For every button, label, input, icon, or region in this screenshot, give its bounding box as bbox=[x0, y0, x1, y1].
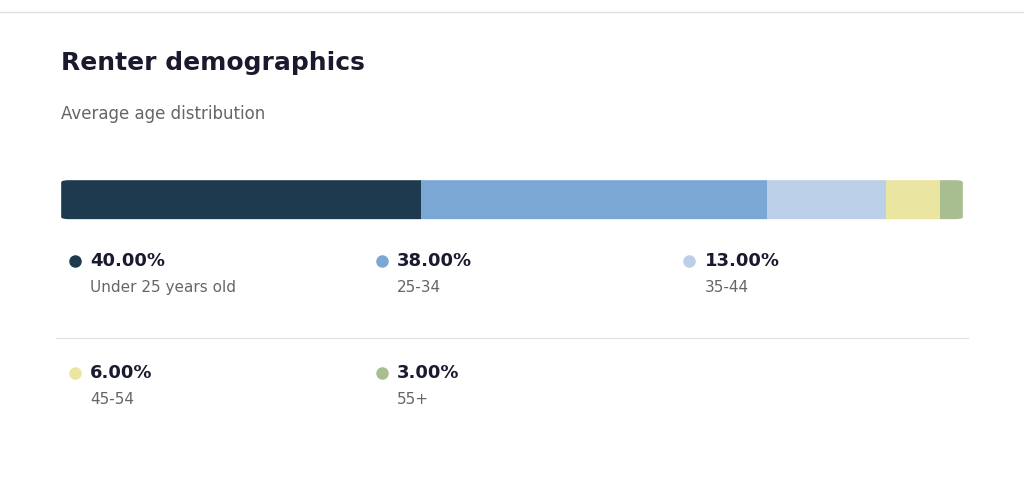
FancyBboxPatch shape bbox=[56, 175, 421, 224]
Text: 6.00%: 6.00% bbox=[90, 364, 153, 381]
FancyBboxPatch shape bbox=[886, 175, 940, 224]
Text: 55+: 55+ bbox=[397, 392, 429, 407]
Text: Renter demographics: Renter demographics bbox=[61, 51, 366, 75]
Text: 35-44: 35-44 bbox=[705, 280, 749, 295]
Text: Under 25 years old: Under 25 years old bbox=[90, 280, 237, 295]
Text: 3.00%: 3.00% bbox=[397, 364, 460, 381]
Text: 45-54: 45-54 bbox=[90, 392, 134, 407]
FancyBboxPatch shape bbox=[421, 175, 767, 224]
Text: 25-34: 25-34 bbox=[397, 280, 441, 295]
FancyBboxPatch shape bbox=[940, 175, 968, 224]
Text: 40.00%: 40.00% bbox=[90, 252, 165, 269]
Text: Average age distribution: Average age distribution bbox=[61, 105, 265, 123]
Text: 38.00%: 38.00% bbox=[397, 252, 472, 269]
Text: 13.00%: 13.00% bbox=[705, 252, 779, 269]
FancyBboxPatch shape bbox=[767, 175, 886, 224]
